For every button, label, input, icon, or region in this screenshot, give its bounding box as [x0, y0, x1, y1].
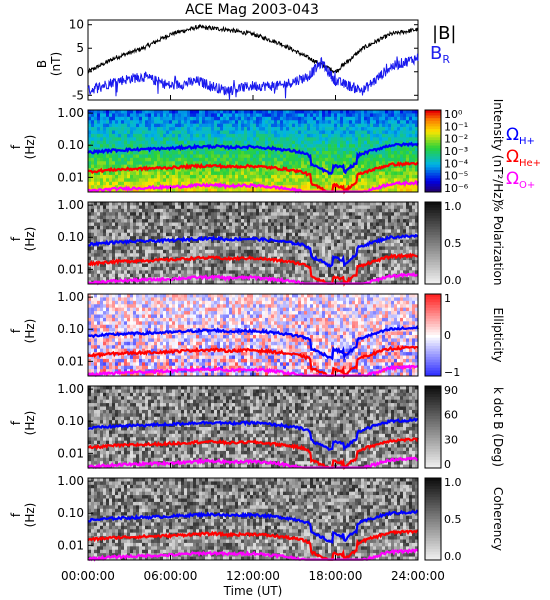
bfield-yticks: 10 5 0 -5 [69, 18, 418, 102]
bfield-ylabel-unit: (nT) [49, 52, 63, 76]
bfield-ytick-label: 0 [76, 65, 84, 79]
bfield-panel: 10 5 0 -5 B (nT) |B| BR [35, 18, 456, 103]
freq-axis-unit: (Hz) [23, 503, 37, 528]
chart-title: ACE Mag 2003-043 [185, 2, 319, 18]
freq-tick-label: 0.10 [57, 414, 84, 428]
colorbar-tick-label: 60 [444, 409, 458, 422]
bfield-ytick-label: 10 [69, 18, 84, 32]
colorbar-label: Ellipticity [491, 308, 505, 363]
legend-bmag: |B| [432, 23, 456, 44]
colorbar-tick-label: 0.0 [444, 550, 462, 563]
freq-axis-unit: (Hz) [23, 319, 37, 344]
colorbar-tick-label: 10⁻³ [444, 145, 468, 158]
colorbar-label: Coherency [491, 487, 505, 551]
freq-tick-label: 0.10 [57, 322, 84, 336]
freq-axis-label: f [9, 236, 23, 241]
colorbar-tick-label: 0.5 [444, 513, 462, 526]
h-cyclotron-line [87, 233, 419, 268]
freq-tick-label: 1.00 [57, 106, 84, 120]
bfield-ylabel-b: B [35, 60, 49, 68]
legend-omega-h: ΩH+ [506, 125, 535, 147]
spectral-panel-2: 1.00 0.10 0.01 f (Hz) 1.0 0.5 0.0 % Polarization [9, 198, 505, 287]
spectral-panel-4: 1.00 0.10 0.01 f (Hz) 90 60 30 0 k dot B (Deg) [9, 382, 505, 471]
time-tick-label: 18:00:00 [309, 569, 363, 583]
freq-axis-label: f [9, 144, 23, 149]
freq-axis-label: f [9, 420, 23, 425]
he-cyclotron-line [87, 344, 419, 379]
colorbar-tick-label: 0.5 [444, 237, 462, 250]
colorbar-tick-label: 1.0 [444, 200, 462, 213]
legend-br: BR [430, 43, 450, 66]
colorbar: 1.0 0.5 0.0 % Polarization [424, 200, 505, 287]
colorbar-tick-label: 10⁻¹ [444, 120, 468, 133]
he-cyclotron-line [87, 529, 419, 561]
colorbar-tick-label: 10⁻⁵ [444, 170, 468, 183]
freq-tick-label: 0.01 [57, 262, 84, 276]
freq-tick-label: 0.10 [57, 506, 84, 520]
freq-axis-unit: (Hz) [23, 135, 37, 160]
cyclotron-legend: ΩH+ ΩHe+ ΩO+ [506, 125, 541, 191]
freq-tick-label: 0.10 [57, 230, 84, 244]
bfield-ytick-label: 5 [76, 41, 84, 55]
colorbar-tick-label: 1 [444, 292, 451, 305]
freq-tick-label: 1.00 [57, 474, 84, 488]
time-axis: 00:00:00 06:00:00 12:00:00 18:00:00 24:00:00 [61, 95, 445, 583]
colorbar-label: % Polarization [491, 201, 505, 286]
freq-tick-label: 0.01 [57, 538, 84, 552]
spectral-panels: 1.000.100.01f (Hz)10⁰10⁻¹10⁻²10⁻³10⁻⁴10⁻⁵… [9, 99, 505, 563]
freq-tick-label: 0.01 [57, 170, 84, 184]
colorbar-tick-label: 10⁰ [444, 108, 463, 121]
colorbar-tick-label: −1 [444, 366, 460, 379]
freq-tick-label: 1.00 [57, 198, 84, 212]
freq-tick-label: 1.00 [57, 290, 84, 304]
bfield-lines [87, 23, 419, 101]
colorbar: 90 60 30 0 k dot B (Deg) [424, 384, 505, 471]
colorbar-tick-label: 10⁻⁴ [444, 157, 469, 170]
colorbar-tick-label: 0.0 [444, 274, 462, 287]
time-tick-label: 24:00:00 [391, 569, 445, 583]
colorbar-tick-label: 10⁻⁶ [444, 182, 469, 195]
colorbar: 1 0 −1 Ellipticity [424, 292, 505, 379]
freq-axis-unit: (Hz) [23, 411, 37, 436]
colorbar-label: Intensity (nT²/Hz) [491, 99, 505, 204]
colorbar-tick-label: 30 [444, 433, 458, 446]
spectral-panel-1: 1.00 0.10 0.01 f (Hz) 10⁰10⁻¹10⁻²10⁻³10⁻⁴10⁻⁵… [9, 99, 505, 204]
bfield-ytick-label: -5 [72, 88, 84, 102]
freq-axis-unit: (Hz) [23, 227, 37, 252]
legend-omega-o: ΩO+ [506, 169, 535, 191]
freq-axis-label: f [9, 328, 23, 333]
freq-tick-label: 0.01 [57, 446, 84, 460]
spectral-panel-3: 1.00 0.10 0.01 f (Hz) 1 0 −1 Ellipticity [9, 290, 505, 379]
legend-omega-he: ΩHe+ [506, 147, 541, 169]
colorbar-tick-label: 90 [444, 384, 458, 397]
time-tick-label: 06:00:00 [144, 569, 198, 583]
he-cyclotron-line [87, 437, 419, 470]
h-cyclotron-line [87, 509, 419, 544]
he-cyclotron-line [87, 252, 419, 287]
o-cyclotron-line [87, 364, 419, 378]
freq-axis-label: f [9, 512, 23, 517]
bfield-series-1 [87, 53, 419, 101]
xaxis-label: Time (UT) [223, 584, 283, 598]
colorbar-tick-label: 0 [444, 329, 451, 342]
bfield-series-0 [87, 23, 419, 74]
freq-tick-label: 1.00 [57, 382, 84, 396]
time-tick-label: 12:00:00 [226, 569, 280, 583]
colorbar-tick-label: 10⁻² [444, 133, 468, 146]
freq-tick-label: 0.10 [57, 138, 84, 152]
colorbar: 1.0 0.5 0.0 Coherency [424, 476, 505, 563]
colorbar-label: k dot B (Deg) [491, 387, 505, 467]
freq-tick-label: 0.01 [57, 354, 84, 368]
spectral-panel-5: 1.00 0.10 0.01 f (Hz) 1.0 0.5 0.0 Coherency [9, 474, 505, 563]
colorbar-tick-label: 1.0 [444, 476, 462, 489]
h-cyclotron-line [87, 141, 419, 176]
h-cyclotron-line [87, 325, 419, 362]
spectrogram-image [88, 294, 419, 377]
he-cyclotron-line [87, 161, 419, 195]
time-tick-label: 00:00:00 [61, 569, 115, 583]
h-cyclotron-line [87, 417, 419, 452]
colorbar-tick-label: 0 [444, 458, 451, 471]
